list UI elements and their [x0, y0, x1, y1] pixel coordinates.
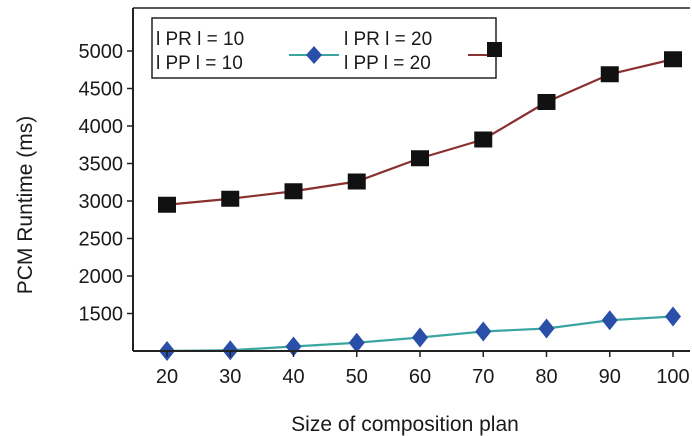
x-ticks: 20 30 40 50 60 70 80 90 100 — [156, 351, 690, 388]
series-2-square-point — [600, 66, 619, 83]
y-tick-label: 2000 — [79, 266, 124, 288]
legend: l PR l = 10 l PP l = 10 l PR l = 20 l PP… — [151, 17, 502, 79]
axes — [132, 7, 690, 352]
series-2-square-point — [284, 183, 303, 200]
legend-series-2-line-2: l PP l = 20 — [344, 53, 431, 74]
legend-box — [151, 17, 497, 79]
series-1-diamond-point — [665, 306, 681, 327]
legend-series-2-line-1: l PR l = 20 — [344, 29, 432, 50]
series-1-diamond-point — [538, 318, 555, 339]
y-tick-label: 4000 — [79, 116, 124, 138]
series-2-square-point — [537, 94, 556, 110]
y-axis-title: PCM Runtime (ms) — [14, 116, 37, 295]
y-tick-label: 4500 — [79, 79, 124, 101]
series-2-square-point — [221, 190, 240, 207]
x-tick-label: 50 — [346, 366, 368, 388]
series-2-square-point — [664, 51, 682, 68]
y-tick-label: 1500 — [79, 304, 124, 326]
x-tick-label: 60 — [409, 366, 431, 388]
series-layer — [158, 51, 682, 361]
y-tick-label: 5000 — [79, 41, 124, 63]
series-2-square-point — [158, 196, 176, 213]
legend-series-1-diamond-marker — [306, 46, 322, 64]
series-1-diamond-point — [348, 332, 365, 353]
x-tick-label: 70 — [472, 366, 494, 388]
x-tick-label: 100 — [656, 366, 689, 388]
y-tick-label: 3500 — [79, 154, 124, 176]
y-tick-label: 2500 — [79, 229, 124, 251]
legend-series-1-line-1: l PR l = 10 — [156, 29, 244, 50]
x-tick-label: 20 — [156, 366, 178, 388]
series-1-diamond-point — [475, 321, 492, 342]
x-axis-title: Size of composition plan — [291, 413, 519, 436]
legend-series-2-square-marker — [487, 42, 502, 57]
series-2-square-point — [411, 150, 429, 167]
y-ticks: 1500 2000 2500 3000 3500 4000 4500 5000 — [79, 41, 133, 326]
x-tick-label: 80 — [535, 366, 557, 388]
legend-series-1-line-2: l PP l = 10 — [156, 53, 243, 74]
x-tick-label: 30 — [219, 366, 241, 388]
series-1-diamond-point — [412, 327, 428, 348]
series-2-line — [166, 58, 674, 206]
series-1-diamond-point — [601, 310, 618, 331]
y-tick-label: 3000 — [79, 191, 124, 213]
x-tick-label: 90 — [599, 366, 621, 388]
x-tick-label: 40 — [282, 366, 304, 388]
series-2-square-point — [347, 173, 366, 190]
series-2-square-point — [474, 131, 493, 148]
